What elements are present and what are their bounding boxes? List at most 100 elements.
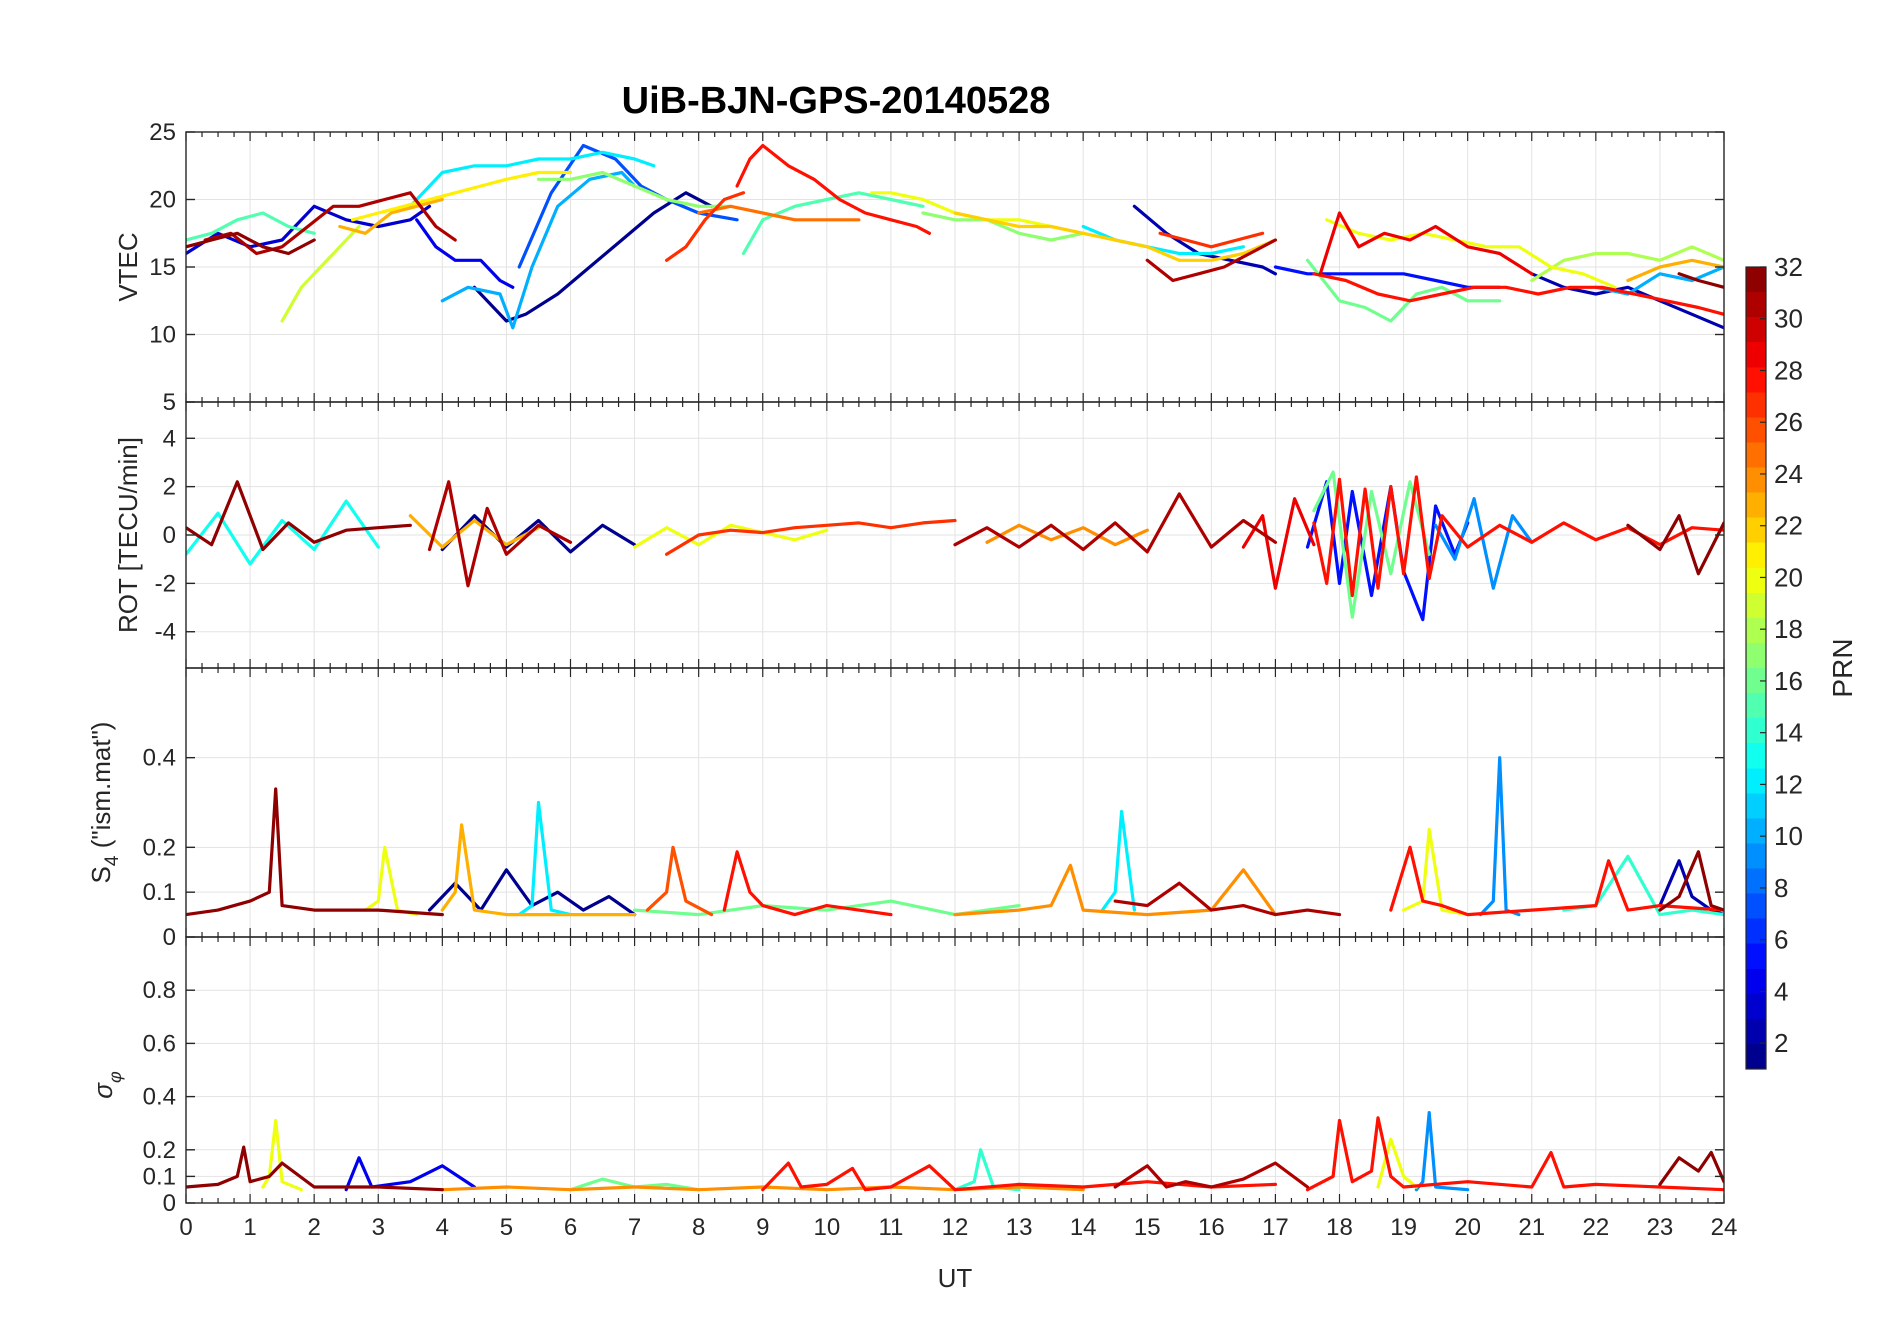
trace-prn-17 [536, 170, 733, 208]
trace-prn-29 [1241, 497, 1316, 590]
colorbar-label: PRN [1827, 638, 1858, 697]
trace-prn-24 [953, 863, 1278, 917]
y-tick-label: 0 [163, 522, 176, 549]
x-tick-label: 3 [372, 1214, 385, 1241]
x-tick-label: 0 [179, 1214, 192, 1241]
trace-prn-31 [1113, 1161, 1310, 1189]
trace-prn-27 [1158, 231, 1265, 249]
colorbar-tick-label: 32 [1774, 252, 1803, 282]
chart-title: UiB-BJN-GPS-20140528 [622, 80, 1051, 122]
trace-prn-16 [1312, 470, 1431, 619]
trace-prn-2 [1132, 204, 1278, 276]
trace-prn-21 [351, 170, 573, 222]
y-tick-label: 15 [149, 254, 176, 281]
trace-prn-32 [1658, 1150, 1724, 1187]
trace-prn-9 [1433, 497, 1534, 590]
x-tick-label: 4 [436, 1214, 449, 1241]
colorbar-box [1745, 266, 1767, 1070]
x-tick-label: 18 [1326, 1214, 1353, 1241]
x-tick-label: 12 [942, 1214, 969, 1241]
x-axis-label: UT [938, 1263, 973, 1293]
trace-prn-2 [1658, 859, 1724, 917]
y-tick-label: -2 [155, 570, 176, 597]
x-tick-label: 13 [1006, 1214, 1033, 1241]
trace-prn-23 [338, 197, 444, 235]
colorbar-tick-label: 4 [1774, 976, 1788, 1006]
colorbar-tick-label: 28 [1774, 355, 1803, 385]
colorbar-tick-label: 24 [1774, 459, 1803, 489]
x-tick-label: 5 [500, 1214, 513, 1241]
x-tick-label: 19 [1390, 1214, 1417, 1241]
colorbar-tick-label: 12 [1774, 769, 1803, 799]
trace-prn-22 [953, 211, 1278, 262]
trace-prn-31 [427, 480, 573, 588]
x-tick-label: 9 [756, 1214, 769, 1241]
trace-prn-23 [440, 823, 637, 917]
trace-prn-1 [440, 514, 637, 554]
y-tick-label: 25 [149, 119, 176, 146]
colorbar-tick-label: 10 [1774, 821, 1803, 851]
trace-prn-15 [186, 211, 316, 242]
trace-prn-13 [186, 499, 380, 566]
trace-prn-7 [517, 143, 739, 269]
traces-vtec [186, 143, 1724, 330]
colorbar-tick-label: 14 [1774, 718, 1803, 748]
y-tick-label: 0.2 [143, 834, 176, 861]
trace-prn-32 [186, 787, 444, 917]
x-tick-label: 16 [1198, 1214, 1225, 1241]
colorbar-fill [1746, 267, 1766, 1069]
trace-prn-31 [1113, 881, 1342, 917]
y-tick-label: 5 [163, 389, 176, 416]
colorbar-tick-label: 18 [1774, 614, 1803, 644]
x-tick-labels: 0 1 2 3 4 5 6 7 8 9 10 11 12 13 14 15 16 17 18 19 20 21 22 23 24 [179, 1214, 1737, 1241]
x-tick-label: 1 [243, 1214, 256, 1241]
y-tick-label: 0 [163, 1190, 176, 1217]
trace-prn-4 [344, 1156, 476, 1192]
colorbar-tick-label: 20 [1774, 562, 1803, 592]
colorbar-tick-label: 26 [1774, 407, 1803, 437]
colorbar-tick-label: 22 [1774, 511, 1803, 541]
trace-prn-20 [261, 1118, 303, 1192]
trace-prn-28 [1389, 845, 1724, 917]
trace-prn-32 [186, 1145, 444, 1192]
y-tick-label: 0.4 [143, 1084, 176, 1111]
y-tick-label: 0.1 [143, 879, 176, 906]
trace-prn-28 [761, 1161, 1278, 1192]
y-tick-label: 4 [163, 425, 176, 452]
trace-prn-29 [1318, 211, 1534, 276]
trace-prn-12 [517, 800, 573, 917]
trace-prn-15 [741, 191, 925, 256]
y-tick-label: 0.1 [143, 1163, 176, 1190]
trace-prn-32 [1658, 850, 1724, 912]
x-tick-label: 7 [628, 1214, 641, 1241]
trace-prn-28 [1305, 1116, 1724, 1192]
trace-prn-3 [186, 204, 432, 256]
trace-prn-28 [1312, 475, 1724, 598]
panel-s4: 0 0.1 0.2 0.4 S4 ("ism.mat") [86, 667, 1725, 951]
x-tick-label: 21 [1518, 1214, 1545, 1241]
traces-sigma [186, 1110, 1724, 1192]
trace-prn-19 [280, 224, 361, 323]
trace-prn-28 [722, 850, 893, 917]
trace-prn-31 [953, 492, 1278, 554]
trace-prn-31 [203, 191, 457, 256]
colorbar-tick-label: 2 [1774, 1028, 1788, 1058]
trace-prn-1 [472, 191, 714, 323]
y-tick-label: 20 [149, 187, 176, 214]
trace-prn-20 [1401, 827, 1470, 917]
x-tick-label: 14 [1070, 1214, 1097, 1241]
traces-s4 [186, 756, 1724, 917]
y-axis-label-s4: S4 ("ism.mat") [86, 722, 123, 884]
trace-prn-31 [1145, 238, 1278, 283]
trace-prn-27 [664, 518, 957, 556]
y-tick-label: 0 [163, 924, 176, 951]
trace-prn-25 [697, 204, 861, 222]
trace-prn-32 [1626, 514, 1724, 576]
trace-prn-27 [664, 191, 746, 262]
trace-prn-17 [921, 211, 1085, 242]
x-tick-label: 11 [878, 1214, 903, 1241]
y-tick-label: 10 [149, 322, 176, 349]
panel-rot: -4 -2 0 2 4 ROT [TECU/min] [113, 401, 1725, 669]
